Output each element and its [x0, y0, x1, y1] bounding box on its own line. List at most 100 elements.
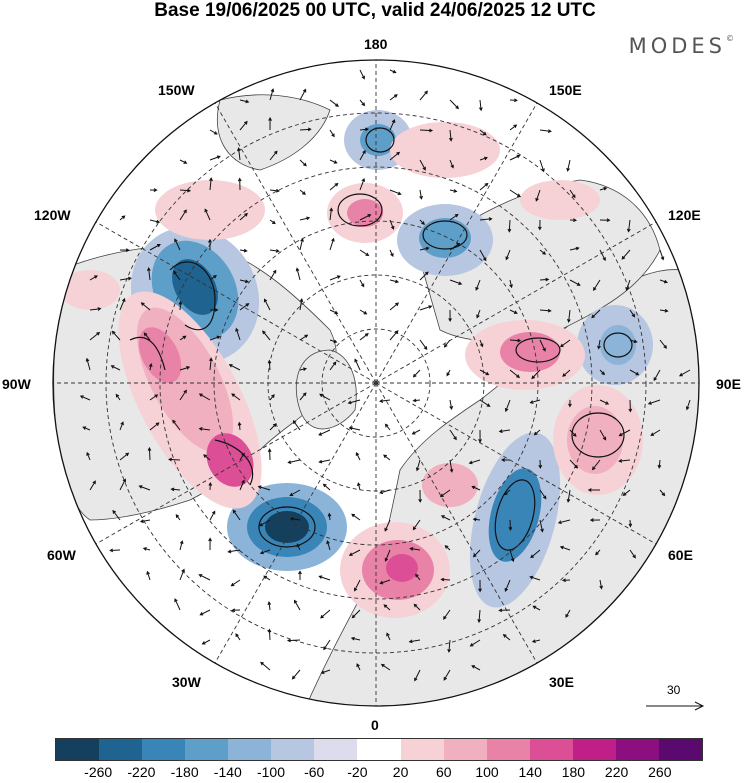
wind-vector: [532, 605, 541, 611]
wind-vector: [538, 459, 543, 469]
colorbar-tick-label: 140: [518, 764, 542, 780]
wind-vector: [501, 458, 511, 462]
wind-vector: [384, 549, 391, 562]
wind-vector: [509, 369, 521, 379]
colorbar: [55, 738, 703, 761]
wind-vector: [198, 393, 211, 401]
wind-vector: [110, 365, 121, 371]
wind-vector: [389, 151, 401, 161]
wind-vector: [179, 209, 187, 221]
greenland-land: [296, 349, 357, 430]
wind-vector: [237, 147, 241, 161]
wind-vector: [478, 579, 482, 593]
wind-vector: [479, 129, 487, 136]
wind-vector: [449, 213, 459, 221]
wind-vector: [449, 459, 454, 473]
wind-vector: [111, 330, 121, 341]
wind-vector: [299, 237, 304, 251]
colorbar-tick-label: -220: [127, 764, 156, 780]
wind-vector: [559, 339, 571, 348]
lon-label-0: 0: [371, 717, 379, 733]
wind-vector: [419, 219, 425, 226]
wind-vector: [599, 249, 606, 262]
wind-vector: [498, 608, 511, 613]
wind-vector: [449, 279, 463, 285]
wind-vector: [112, 509, 121, 521]
wind-vector: [89, 331, 101, 341]
wind-vector: [449, 189, 458, 193]
wind-vector: [208, 238, 212, 250]
wind-vector: [626, 219, 631, 233]
wind-vector: [292, 420, 301, 431]
reference-vector-arrow: [646, 701, 705, 711]
copyright-mark: ©: [726, 34, 734, 43]
wind-vector: [119, 215, 126, 221]
wind-vector: [347, 399, 361, 405]
colorbar-segment: [486, 739, 530, 760]
wind-vector: [509, 549, 515, 563]
wind-vector: [509, 154, 521, 161]
wind-vector: [109, 548, 121, 553]
wind-vector: [203, 454, 211, 461]
colorbar-tick-label: 100: [475, 764, 499, 780]
wind-vector: [269, 219, 276, 225]
wind-vector: [359, 333, 369, 341]
wind-vector: [359, 214, 372, 221]
wind-vector: [329, 99, 339, 107]
wind-vector: [172, 419, 181, 431]
wind-vector: [383, 604, 391, 611]
reference-vector-label: 30: [667, 683, 681, 697]
colorbar-segment: [271, 739, 315, 760]
wind-vector: [140, 302, 151, 311]
wind-vector: [413, 603, 421, 611]
wind-vector: [179, 159, 188, 164]
wind-vector: [291, 669, 301, 680]
wind-vector: [142, 547, 151, 551]
wind-vector: [295, 267, 301, 281]
wind-vector: [237, 177, 242, 191]
wind-vector: [299, 298, 304, 311]
wind-vector: [239, 99, 250, 104]
wind-vector: [568, 399, 572, 408]
wind-vector: [539, 489, 547, 500]
wind-vector: [173, 270, 181, 281]
lon-label-150e: 150E: [549, 82, 582, 98]
wind-vector: [478, 99, 483, 112]
lon-label-60w: 60W: [47, 547, 76, 563]
wind-vector: [179, 568, 185, 581]
wind-vector: [449, 429, 457, 441]
wind-vector: [359, 99, 366, 107]
wind-vector: [539, 249, 547, 255]
wind-vector: [329, 207, 334, 221]
wind-vector: [447, 639, 452, 653]
wind-vector: [593, 279, 601, 291]
colorbar-tick-label: -60: [304, 764, 325, 780]
wind-vector: [529, 575, 541, 581]
wind-vector: [419, 271, 429, 281]
wind-vector: [389, 189, 402, 196]
wind-vector: [239, 452, 245, 461]
wind-vector: [567, 309, 571, 323]
wind-vector: [318, 575, 331, 581]
wind-vector: [477, 609, 482, 624]
wind-vector: [179, 389, 187, 401]
wind-vector: [323, 639, 331, 651]
wind-vector: [263, 298, 271, 311]
wind-vector: [286, 638, 301, 643]
wind-vector: [653, 369, 661, 382]
wind-vector: [509, 124, 518, 131]
colorbar-segment: [658, 739, 702, 760]
wind-vector: [356, 663, 361, 671]
wind-vector: [389, 219, 395, 230]
wind-vector: [569, 189, 576, 199]
wind-vector: [269, 249, 280, 253]
wind-vector: [299, 189, 306, 195]
wind-vector: [509, 98, 518, 103]
wind-vector: [498, 429, 511, 434]
wind-vector: [448, 129, 453, 142]
wind-vector: [509, 338, 522, 343]
wind-vector: [443, 339, 451, 348]
wind-vector: [89, 307, 102, 311]
wind-vector: [237, 421, 242, 431]
wind-vector: [389, 330, 399, 341]
